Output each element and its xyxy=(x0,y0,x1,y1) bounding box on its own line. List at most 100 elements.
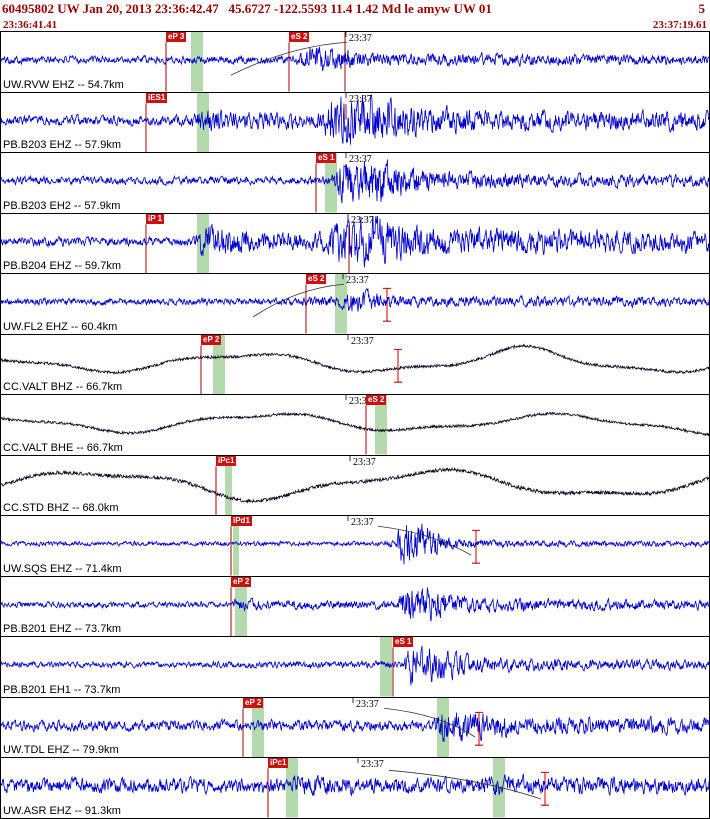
window-end-time: 23:37:19.61 xyxy=(652,18,707,31)
time-window-bar: 23:36:41.41 23:37:19.61 xyxy=(0,18,710,31)
trace-canvas xyxy=(1,637,709,697)
trace-panel[interactable]: eS 2 23:37 UW.FL2 EHZ -- 60.4km xyxy=(0,273,710,335)
trace-canvas xyxy=(1,395,709,455)
trace-canvas xyxy=(1,758,709,818)
pick-flag[interactable]: eP 2 xyxy=(231,576,252,587)
trace-panel[interactable]: iES1 23:37 PB.B203 EHZ -- 57.9km xyxy=(0,91,710,153)
trace-canvas xyxy=(1,274,709,334)
pick-flag[interactable]: iPc1 xyxy=(268,758,289,768)
trace-panel[interactable]: eP 2 23:37 CC.VALT BHZ -- 66.7km xyxy=(0,333,710,395)
station-label: UW.TDL EHZ -- 79.9km xyxy=(3,744,119,756)
trace-panel[interactable]: iPc1 23:37 CC.STD BHZ -- 68.0km xyxy=(0,454,710,516)
trace-canvas xyxy=(1,92,709,152)
pick-uncertainty-band xyxy=(325,153,337,213)
waveform[interactable] xyxy=(1,342,709,375)
station-label: UW.FL2 EHZ -- 60.4km xyxy=(3,320,118,333)
station-label: UW.SQS EHZ -- 71.4km xyxy=(3,562,122,575)
event-title: 60495802 UW Jan 20, 2013 23:36:42.47 45.… xyxy=(2,1,492,16)
pick-uncertainty-band xyxy=(235,576,247,636)
pick-uncertainty-band xyxy=(233,516,239,576)
time-tick-label: 23:37 xyxy=(361,759,384,770)
waveform[interactable] xyxy=(1,586,709,621)
trace-canvas xyxy=(1,213,709,273)
pick-flag[interactable]: eS 2 xyxy=(306,274,327,284)
trace-panel[interactable]: iPc1 23:37 UW.ASR EHZ -- 91.3km xyxy=(0,757,710,819)
pick-flag[interactable]: iPc1 xyxy=(216,455,237,466)
trace-canvas xyxy=(1,576,709,636)
time-tick-label: 23:37 xyxy=(351,517,374,528)
time-tick-label: 23:37 xyxy=(349,33,372,44)
trace-panel[interactable]: eS 2 23:37 CC.VALT BHE -- 66.7km xyxy=(0,394,710,456)
trace-panel[interactable]: eS 1 PB.B201 EH1 -- 73.7km xyxy=(0,636,710,698)
station-label: UW.ASR EHZ -- 91.3km xyxy=(3,804,121,817)
trace-panel[interactable]: eP 3 eS 2 23:37 UW.RVW EHZ -- 54.7km xyxy=(0,31,710,93)
waveform[interactable] xyxy=(1,94,709,145)
time-leader-arc xyxy=(230,41,348,76)
waveform[interactable] xyxy=(1,411,709,437)
pick-uncertainty-band xyxy=(493,758,505,818)
waveform[interactable] xyxy=(1,773,709,796)
predicted-arrival-marker[interactable] xyxy=(475,711,483,746)
time-tick-label: 23:37 xyxy=(353,456,376,468)
pick-flag[interactable]: eS 2 xyxy=(289,32,310,42)
time-tick-label: 23:37 xyxy=(349,154,372,165)
station-label: CC.VALT BHZ -- 66.7km xyxy=(3,381,123,393)
waveform[interactable] xyxy=(1,645,709,686)
event-header: 60495802 UW Jan 20, 2013 23:36:42.47 45.… xyxy=(0,0,710,18)
waveform[interactable] xyxy=(1,288,709,312)
pick-flag[interactable]: eP 3 xyxy=(166,32,187,42)
predicted-arrival-marker[interactable] xyxy=(541,771,549,806)
trace-canvas xyxy=(1,697,709,757)
pick-uncertainty-band xyxy=(225,455,232,515)
pick-flag[interactable]: eP 2 xyxy=(243,697,264,708)
trace-panel[interactable]: iPd1 23:37 UW.SQS EHZ -- 71.4km xyxy=(0,515,710,577)
waveform[interactable] xyxy=(1,159,709,204)
time-tick-label: 23:37 xyxy=(349,93,372,105)
time-tick-label: 23:37 xyxy=(351,335,374,347)
station-label: UW.RVW EHZ -- 54.7km xyxy=(3,78,124,91)
time-tick-label: 23:37 xyxy=(356,698,379,710)
trace-canvas xyxy=(1,516,709,576)
pick-flag[interactable]: iES1 xyxy=(146,92,168,103)
predicted-arrival-marker[interactable] xyxy=(472,529,480,564)
pick-uncertainty-band xyxy=(252,697,264,757)
waveform[interactable] xyxy=(1,466,709,504)
trace-canvas xyxy=(1,153,709,213)
pick-flag[interactable]: eP 2 xyxy=(201,334,222,345)
trace-panel[interactable]: iP 1 23:37 PB.B204 EHZ -- 59.7km xyxy=(0,212,710,274)
predicted-arrival-marker[interactable] xyxy=(394,348,402,383)
station-label: PB.B203 EHZ -- 57.9km xyxy=(3,139,121,151)
waveform[interactable] xyxy=(1,523,709,565)
trace-panel[interactable]: eS 1 23:37 PB.B203 EH2 -- 57.9km xyxy=(0,152,710,214)
waveform[interactable] xyxy=(1,46,709,72)
time-leader-arc xyxy=(388,769,542,800)
trace-panel[interactable]: eP 2 PB.B201 EHZ -- 73.7km xyxy=(0,575,710,637)
waveform[interactable] xyxy=(1,215,709,267)
time-leader-arc xyxy=(377,525,472,556)
pick-flag[interactable]: iP 1 xyxy=(146,213,165,224)
pick-uncertainty-band xyxy=(197,213,209,273)
station-label: CC.STD BHZ -- 68.0km xyxy=(3,502,119,514)
station-label: PB.B201 EH1 -- 73.7km xyxy=(3,683,121,696)
trace-canvas xyxy=(1,455,709,515)
pick-uncertainty-band xyxy=(286,758,298,818)
station-label: PB.B203 EH2 -- 57.9km xyxy=(3,199,121,212)
predicted-arrival-marker[interactable] xyxy=(383,287,391,322)
trace-panel[interactable]: eP 2 23:37 UW.TDL EHZ -- 79.9km xyxy=(0,696,710,758)
trace-list: eP 3 eS 2 23:37 UW.RVW EHZ -- 54.7km iES1 23:… xyxy=(0,31,710,819)
pick-uncertainty-band xyxy=(213,334,225,394)
time-tick-label: 23:37 xyxy=(351,214,374,226)
pick-uncertainty-band xyxy=(191,32,203,92)
pick-flag[interactable]: eS 1 xyxy=(393,637,414,647)
event-page-number: 5 xyxy=(698,1,706,16)
station-label: PB.B201 EHZ -- 73.7km xyxy=(3,623,121,635)
pick-uncertainty-band xyxy=(437,697,449,757)
pick-flag[interactable]: eS 1 xyxy=(316,153,337,163)
waveform[interactable] xyxy=(1,712,709,742)
pick-flag[interactable]: iPd1 xyxy=(231,516,252,526)
time-tick-label: 23:37 xyxy=(346,275,369,286)
station-label: PB.B204 EHZ -- 59.7km xyxy=(3,260,121,272)
pick-flag[interactable]: eS 2 xyxy=(366,395,387,405)
trace-canvas xyxy=(1,32,709,92)
station-label: CC.VALT BHE -- 66.7km xyxy=(3,441,123,454)
